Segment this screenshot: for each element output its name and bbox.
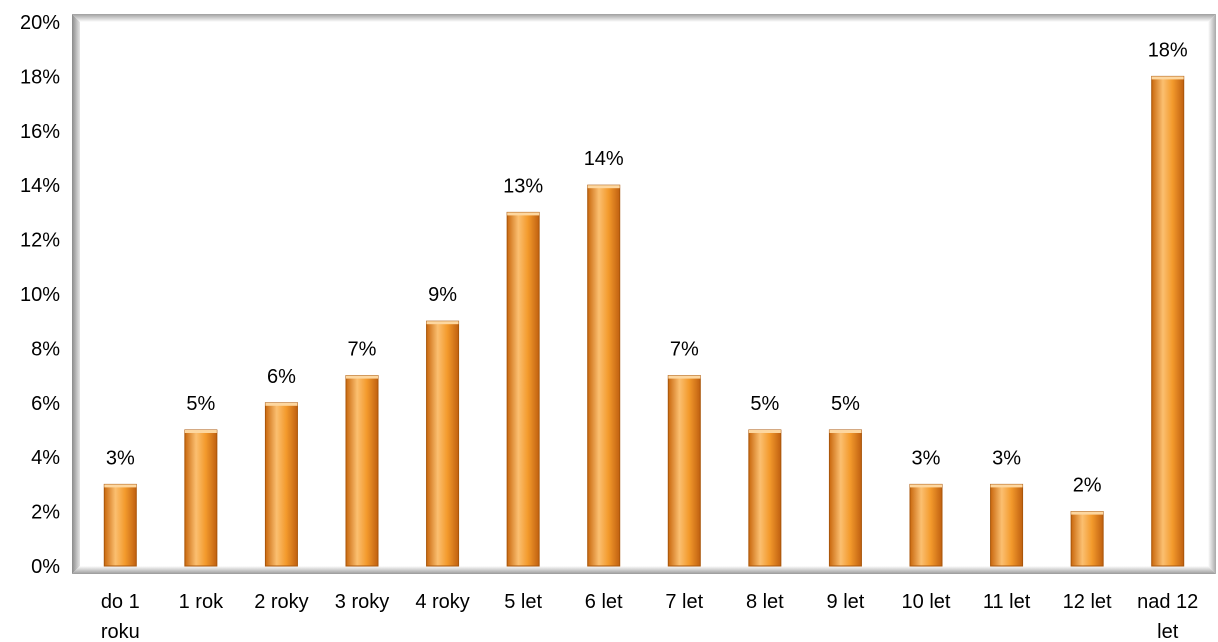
data-label: 5% bbox=[750, 393, 779, 415]
category-label: 1 rok bbox=[179, 591, 224, 613]
category-label: 5 let bbox=[504, 591, 542, 613]
y-tick-label: 16% bbox=[20, 121, 60, 143]
left-wall bbox=[72, 14, 80, 574]
category-label: 4 roky bbox=[415, 591, 469, 613]
right-wall bbox=[1208, 14, 1216, 574]
y-tick-label: 2% bbox=[31, 502, 60, 524]
category-label: 3 roky bbox=[335, 591, 389, 613]
bar-top bbox=[910, 484, 942, 488]
data-label: 5% bbox=[186, 393, 215, 415]
data-label: 3% bbox=[992, 447, 1021, 469]
category-label: roku bbox=[101, 621, 140, 642]
plot-frame bbox=[72, 14, 1216, 574]
top-wall bbox=[72, 14, 1216, 22]
bar bbox=[587, 184, 621, 567]
data-label: 6% bbox=[267, 366, 296, 388]
category-label: 12 let bbox=[1063, 591, 1112, 613]
category-label: nad 12 bbox=[1137, 591, 1198, 613]
bar-top bbox=[990, 484, 1023, 488]
bar-top bbox=[507, 212, 540, 216]
bar-top bbox=[426, 321, 459, 325]
bar bbox=[748, 429, 782, 567]
bar bbox=[990, 483, 1024, 567]
data-label: 14% bbox=[584, 148, 624, 170]
bar bbox=[1151, 75, 1185, 567]
data-label: 2% bbox=[1073, 475, 1102, 497]
data-label: 3% bbox=[106, 447, 135, 469]
y-tick-label: 8% bbox=[31, 338, 60, 360]
data-label: 9% bbox=[428, 284, 457, 306]
category-label: 9 let bbox=[827, 591, 865, 613]
y-tick-label: 6% bbox=[31, 393, 60, 415]
data-labels: 3% 5% 6% 7% 9% 13% 14% 7% 5% 5% 3% 3% 2% 18% bbox=[106, 39, 1188, 496]
bar bbox=[828, 429, 862, 567]
bar bbox=[909, 483, 943, 567]
y-tick-label: 14% bbox=[20, 175, 60, 197]
bar-top bbox=[346, 375, 378, 379]
bar-top bbox=[1151, 76, 1184, 80]
x-axis: do 1 roku 1 rok 2 roky 3 roky 4 roky 5 let 6 le… bbox=[101, 591, 1198, 642]
y-tick-label: 18% bbox=[20, 66, 60, 88]
bar bbox=[426, 320, 460, 567]
category-label: do 1 bbox=[101, 591, 140, 613]
y-axis: 0% 2% 4% 6% 8% 10% 12% 14% 16% 18% 20% bbox=[20, 12, 60, 578]
plot-area bbox=[80, 22, 1208, 566]
floor bbox=[72, 566, 1216, 574]
category-label: 2 roky bbox=[254, 591, 308, 613]
bar-top bbox=[668, 375, 701, 379]
category-label: 11 let bbox=[983, 591, 1031, 613]
category-label: 7 let bbox=[665, 591, 703, 613]
category-label: 10 let bbox=[902, 591, 951, 613]
data-label: 3% bbox=[912, 447, 941, 469]
y-tick-label: 4% bbox=[31, 447, 60, 469]
y-tick-label: 0% bbox=[31, 556, 60, 578]
bar-top bbox=[184, 430, 217, 433]
bar-top bbox=[587, 185, 620, 189]
bar bbox=[264, 402, 298, 567]
y-tick-label: 12% bbox=[20, 230, 60, 252]
bar bbox=[667, 375, 701, 567]
bar-top bbox=[748, 430, 781, 433]
data-label: 13% bbox=[503, 175, 543, 197]
bar bbox=[506, 211, 540, 567]
data-label: 7% bbox=[670, 339, 699, 361]
data-label: 18% bbox=[1148, 39, 1188, 61]
bar bbox=[103, 483, 137, 567]
bar bbox=[184, 429, 218, 567]
bar bbox=[345, 375, 379, 567]
bar-top bbox=[829, 430, 862, 433]
category-label: 6 let bbox=[585, 591, 623, 613]
y-tick-label: 10% bbox=[20, 284, 60, 306]
bar-top bbox=[1071, 511, 1104, 515]
data-label: 5% bbox=[831, 393, 860, 415]
bar-top bbox=[265, 402, 298, 406]
data-label: 7% bbox=[348, 339, 377, 361]
bar-top bbox=[104, 484, 137, 488]
category-label: 8 let bbox=[746, 591, 784, 613]
bar bbox=[1070, 511, 1104, 567]
category-label: let bbox=[1157, 621, 1179, 642]
y-tick-label: 20% bbox=[20, 12, 60, 34]
bars bbox=[103, 75, 1185, 567]
